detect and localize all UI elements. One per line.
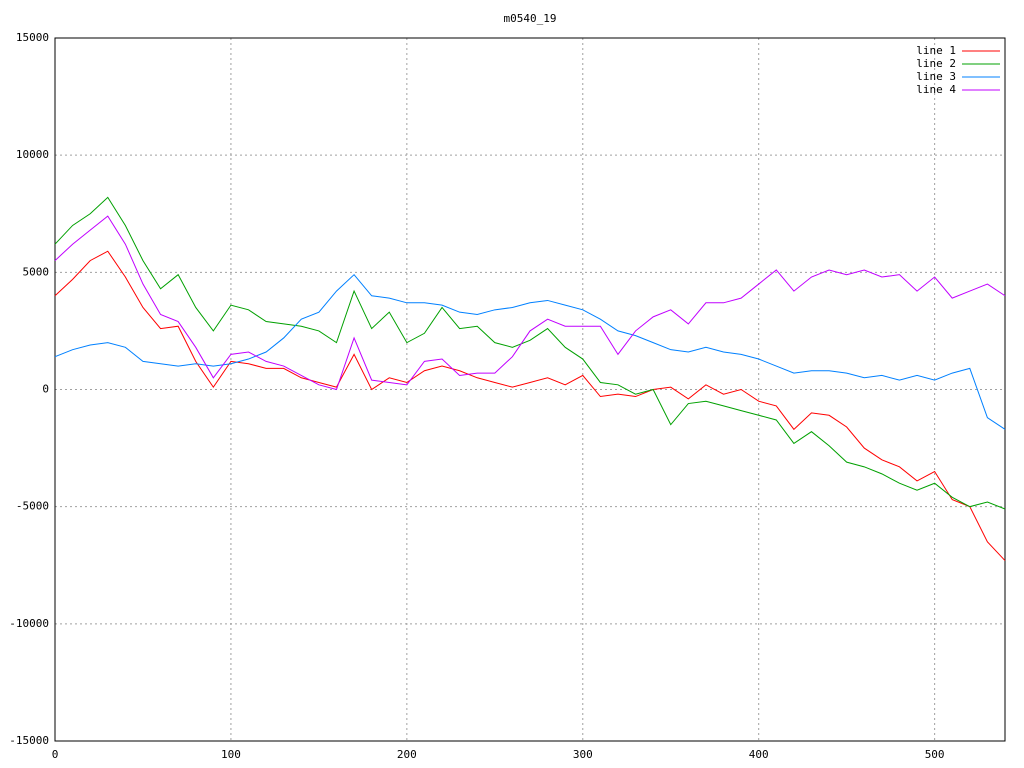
plot-frame (54, 37, 1006, 742)
data-line (54, 250, 1006, 561)
x-tick-label: 400 (749, 748, 769, 761)
y-tick-label: -10000 (9, 617, 49, 630)
y-tick-label: -15000 (9, 734, 49, 747)
legend-label: line 2 (916, 57, 956, 70)
x-tick-label: 100 (221, 748, 241, 761)
y-tick-label: 15000 (16, 31, 49, 44)
y-tick-label: 10000 (16, 148, 49, 161)
legend-label: line 4 (916, 83, 956, 96)
x-tick-label: 200 (397, 748, 417, 761)
y-tick-label: 0 (42, 383, 49, 396)
legend-label: line 1 (916, 44, 956, 57)
x-tick-label: 0 (52, 748, 59, 761)
legend-label: line 3 (916, 70, 956, 83)
x-tick-label: 500 (925, 748, 945, 761)
chart-title: m0540_19 (504, 12, 557, 25)
data-line (54, 273, 1006, 430)
x-tick-label: 300 (573, 748, 593, 761)
y-tick-label: 5000 (23, 265, 50, 278)
y-tick-label: -5000 (16, 500, 49, 513)
data-line (54, 196, 1006, 510)
data-line (54, 215, 1006, 391)
